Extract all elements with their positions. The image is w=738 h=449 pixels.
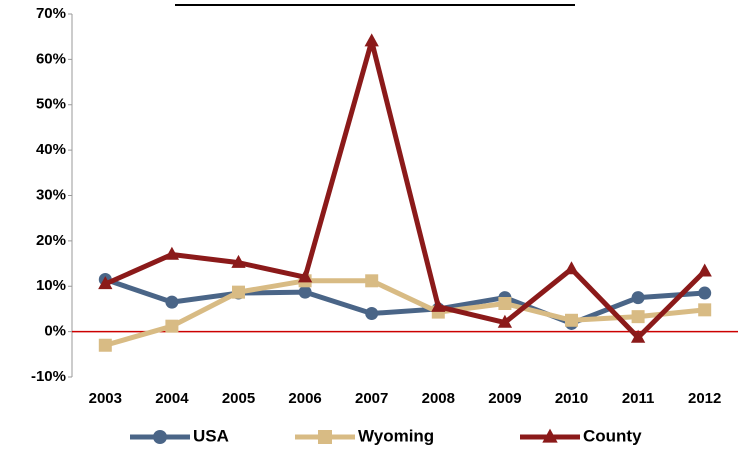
- x-tick-label: 2003: [89, 390, 122, 407]
- data-point: [697, 263, 712, 277]
- data-point: [698, 286, 712, 300]
- data-point: [298, 285, 312, 299]
- x-tick-label: 2006: [288, 390, 321, 407]
- y-tick-label: 40%: [36, 141, 66, 158]
- x-tick-label: 2011: [622, 390, 655, 407]
- x-tick-label: 2009: [488, 390, 521, 407]
- x-tick-label: 2008: [422, 390, 455, 407]
- data-point: [164, 246, 180, 260]
- data-point: [165, 319, 179, 333]
- data-point: [630, 329, 646, 343]
- y-tick-label: 0%: [44, 323, 66, 340]
- data-point: [232, 285, 245, 299]
- data-point: [231, 254, 246, 268]
- data-point: [498, 296, 512, 310]
- x-tick-label: 2004: [155, 390, 189, 407]
- legend-marker: [318, 430, 332, 444]
- data-point: [431, 298, 446, 312]
- x-tick-label: 2012: [688, 390, 721, 407]
- legend-marker: [542, 428, 558, 443]
- x-tick-label: 2007: [355, 390, 388, 407]
- data-point: [698, 303, 712, 317]
- y-tick-label: 50%: [36, 96, 66, 113]
- x-tick-label: 2010: [555, 390, 588, 407]
- series-line: [104, 277, 705, 326]
- y-tick-label: -10%: [31, 368, 66, 385]
- data-point: [98, 338, 112, 352]
- y-tick-label: 60%: [36, 50, 66, 67]
- y-tick-label: 70%: [36, 5, 66, 22]
- legend-label: Wyoming: [358, 426, 434, 445]
- y-tick-label: 20%: [36, 232, 66, 249]
- y-tick-label: 30%: [36, 186, 66, 203]
- y-tick-label: 10%: [36, 277, 66, 294]
- data-point: [631, 310, 645, 324]
- series-line: [104, 278, 705, 348]
- data-point: [564, 261, 579, 275]
- data-point: [565, 313, 578, 327]
- x-tick-label: 2005: [222, 390, 255, 407]
- legend-label: County: [583, 426, 642, 445]
- legend-marker: [153, 430, 167, 444]
- data-point: [365, 274, 379, 288]
- legend-label: USA: [193, 426, 229, 445]
- data-point: [631, 291, 645, 305]
- series-line: [104, 38, 707, 341]
- data-point: [165, 295, 179, 309]
- data-point: [365, 306, 379, 320]
- data-point: [297, 269, 313, 283]
- data-point: [98, 276, 113, 290]
- data-point: [364, 33, 379, 47]
- data-point: [497, 314, 513, 328]
